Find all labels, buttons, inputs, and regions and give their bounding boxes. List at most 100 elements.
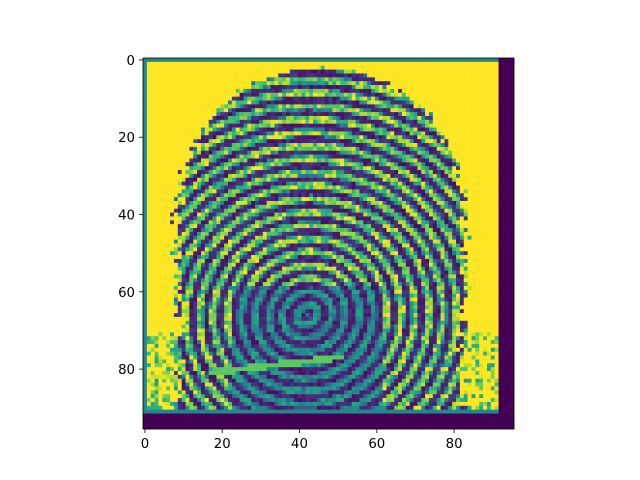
heatmap-cell: [425, 61, 430, 67]
heatmap-cell: [471, 73, 476, 78]
heatmap-cell: [305, 200, 310, 206]
heatmap-cell: [359, 208, 364, 213]
heatmap-cell: [212, 119, 217, 124]
heatmap-cell: [425, 189, 430, 194]
heatmap-cell: [390, 92, 395, 97]
heatmap-cell: [220, 185, 225, 190]
heatmap-cell: [417, 92, 422, 97]
heatmap-cell: [224, 181, 229, 186]
heatmap-cell: [428, 243, 434, 248]
heatmap-cell: [332, 61, 337, 67]
heatmap-cell: [479, 228, 484, 233]
heatmap-cell: [359, 88, 364, 94]
heatmap-cell: [255, 158, 260, 163]
heatmap-cell: [347, 108, 352, 113]
heatmap-cell: [162, 77, 167, 82]
heatmap-cell: [479, 112, 484, 117]
heatmap-cell: [278, 100, 283, 105]
heatmap-cell: [258, 115, 264, 121]
heatmap-cell: [483, 65, 488, 70]
heatmap-cell: [502, 115, 507, 121]
heatmap-cell: [347, 255, 352, 260]
heatmap-cell: [297, 212, 302, 217]
heatmap-cell: [463, 108, 468, 113]
heatmap-cell: [421, 208, 426, 213]
heatmap-cell: [170, 96, 175, 101]
heatmap-cell: [355, 231, 360, 237]
heatmap-cell: [432, 154, 437, 159]
heatmap-cell: [405, 81, 410, 86]
heatmap-cell: [413, 243, 418, 248]
heatmap-cell: [506, 228, 511, 233]
heatmap-cell: [452, 150, 457, 155]
heatmap-cell: [177, 88, 182, 94]
heatmap-cell: [382, 251, 387, 256]
heatmap-cell: [413, 204, 418, 210]
heatmap-cell: [343, 177, 349, 182]
heatmap-cell: [471, 251, 476, 256]
heatmap-cell: [347, 69, 352, 74]
heatmap-cell: [390, 65, 395, 70]
heatmap-cell: [343, 104, 349, 109]
heatmap-cell: [428, 220, 434, 225]
heatmap-cell: [363, 150, 368, 155]
heatmap-cell: [506, 247, 511, 252]
heatmap-cell: [208, 243, 213, 248]
heatmap-cell: [417, 204, 422, 210]
heatmap-cell: [228, 112, 233, 117]
heatmap-cell: [351, 146, 356, 152]
heatmap-cell: [498, 108, 503, 113]
heatmap-cell: [467, 112, 472, 117]
heatmap-cell: [224, 104, 229, 109]
heatmap-cell: [301, 77, 306, 82]
heatmap-cell: [467, 224, 472, 229]
heatmap-cell: [208, 255, 213, 260]
heatmap-cell: [258, 119, 264, 124]
heatmap-cell: [305, 224, 310, 229]
heatmap-cell: [309, 177, 314, 182]
heatmap-cell: [510, 154, 515, 159]
heatmap-cell: [382, 181, 387, 186]
heatmap-cell: [173, 108, 179, 113]
heatmap-cell: [374, 123, 380, 128]
heatmap-cell: [305, 189, 310, 194]
heatmap-cell: [200, 69, 206, 74]
heatmap-cell: [382, 146, 387, 152]
heatmap-cell: [328, 65, 333, 70]
heatmap-cell: [143, 158, 148, 163]
heatmap-cell: [278, 170, 283, 175]
heatmap-cell: [293, 212, 298, 217]
heatmap-cell: [355, 212, 360, 217]
heatmap-cell: [220, 112, 225, 117]
heatmap-cell: [490, 77, 495, 82]
heatmap-cell: [452, 197, 457, 202]
heatmap-cell: [235, 73, 240, 78]
heatmap-cell: [363, 181, 368, 186]
heatmap-cell: [483, 181, 488, 186]
heatmap-cell: [266, 231, 271, 237]
heatmap-cell: [158, 220, 163, 225]
heatmap-cell: [401, 224, 407, 229]
heatmap-cell: [467, 189, 472, 194]
heatmap-cell: [162, 112, 167, 117]
heatmap-cell: [143, 177, 148, 182]
heatmap-cell: [255, 185, 260, 190]
heatmap-cell: [367, 139, 372, 144]
heatmap-cell: [475, 131, 480, 136]
heatmap-cell: [289, 135, 295, 140]
heatmap-cell: [405, 100, 410, 105]
heatmap-cell: [390, 251, 395, 256]
heatmap-cell: [166, 85, 171, 90]
heatmap-cell: [444, 69, 449, 74]
heatmap-cell: [146, 154, 152, 159]
heatmap-cell: [510, 243, 515, 248]
heatmap-cell: [394, 197, 399, 202]
heatmap-cell: [146, 185, 152, 190]
heatmap-cell: [378, 150, 383, 155]
heatmap-cell: [367, 88, 372, 94]
heatmap-cell: [456, 139, 461, 144]
heatmap-cell: [324, 77, 329, 82]
heatmap-cell: [382, 208, 387, 213]
heatmap-cell: [224, 73, 229, 78]
heatmap-cell: [204, 200, 209, 206]
